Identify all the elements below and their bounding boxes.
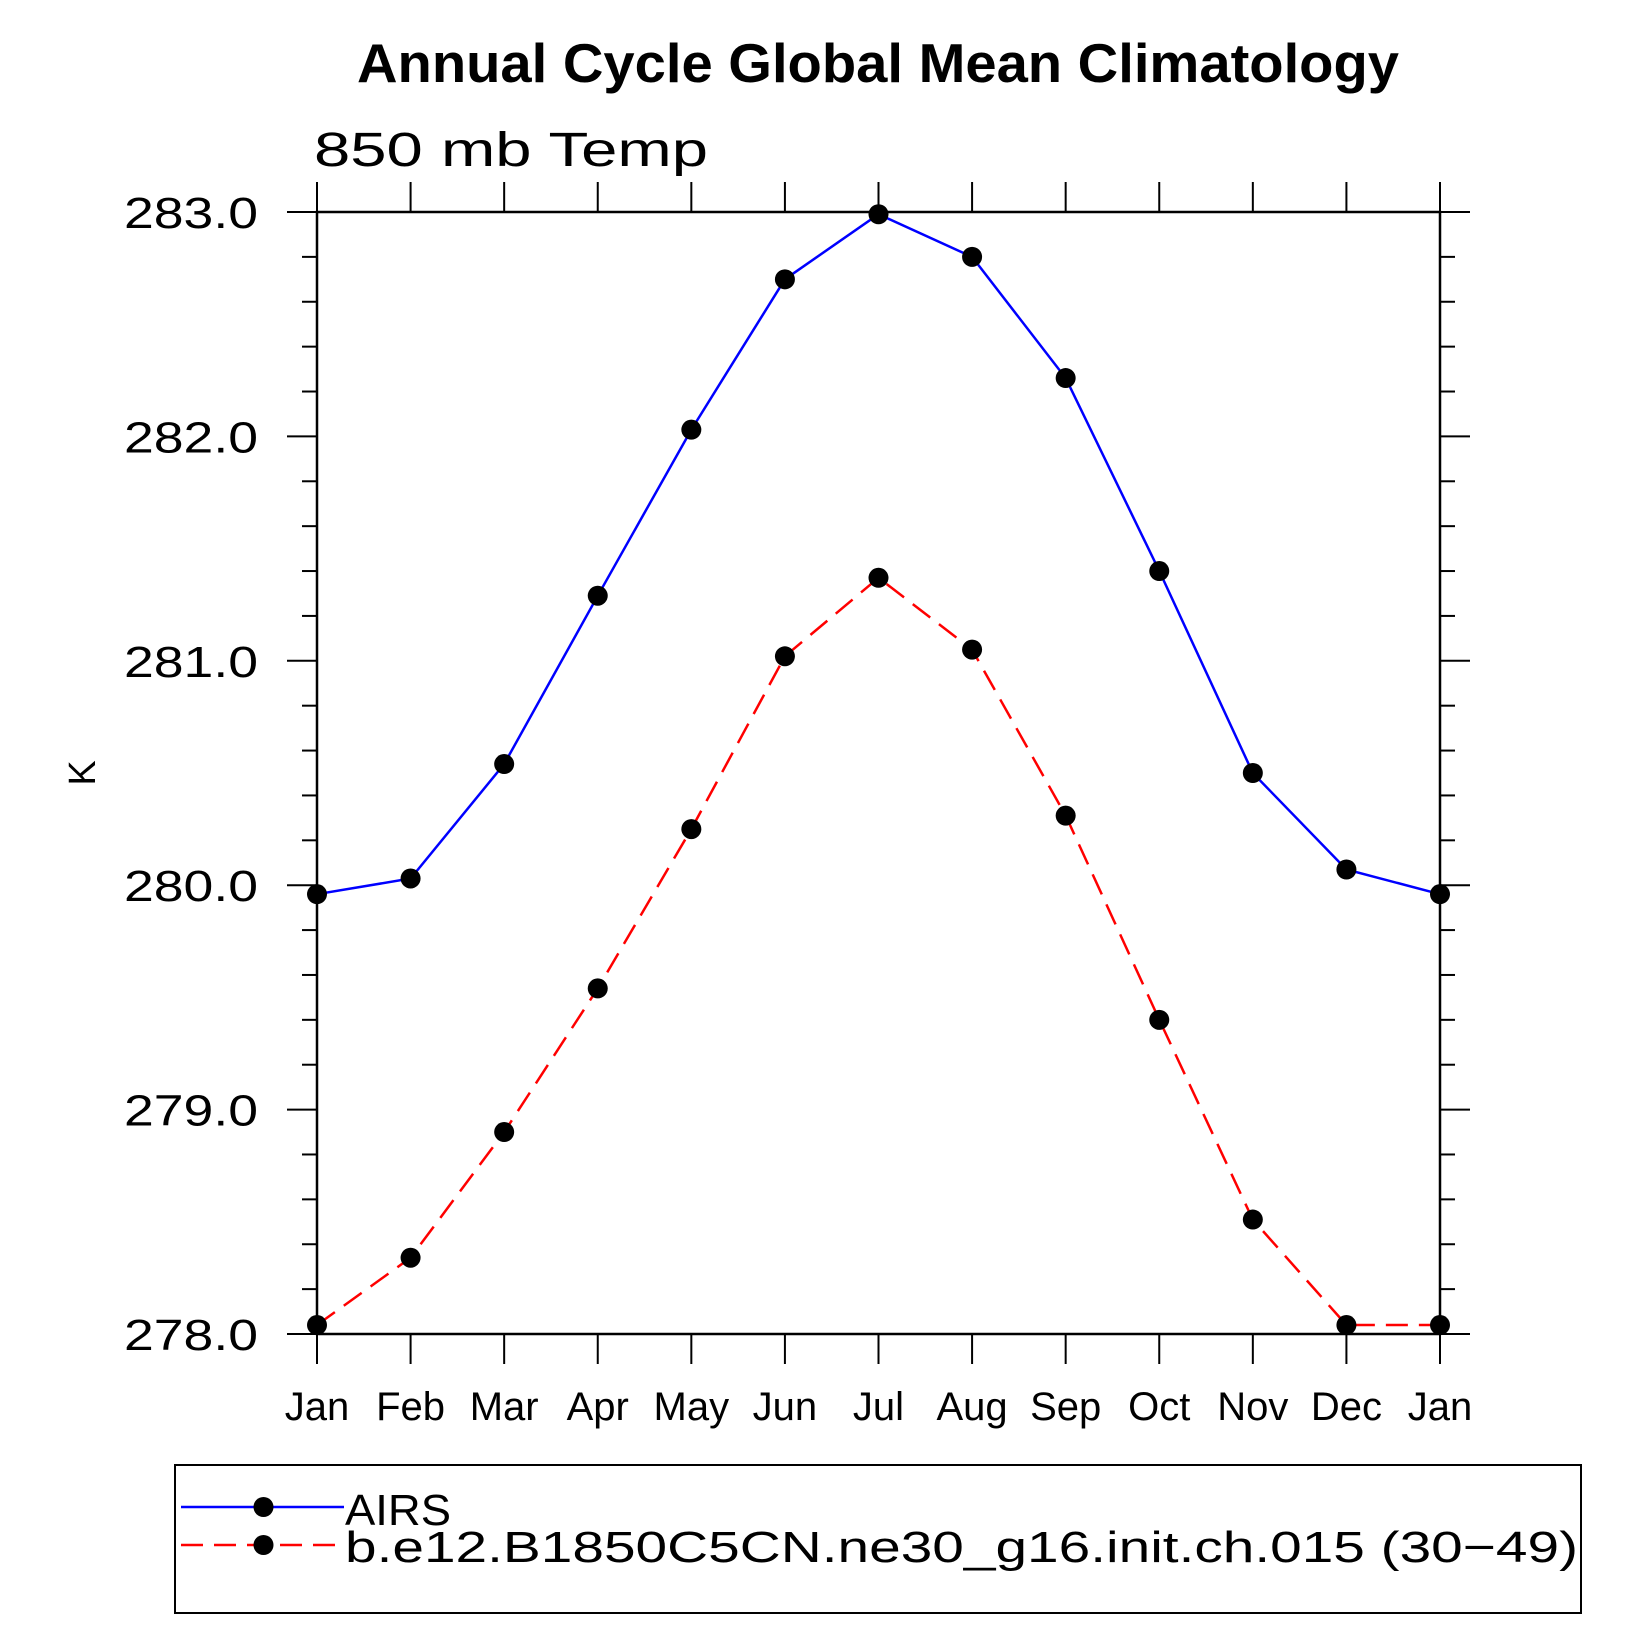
y-tick-label: 279.0 xyxy=(124,1087,258,1136)
data-point xyxy=(1242,1209,1263,1230)
x-tick-label: Feb xyxy=(376,1385,445,1429)
data-point xyxy=(962,639,983,660)
data-point xyxy=(1430,1315,1450,1336)
x-tick-label: Jun xyxy=(753,1385,818,1429)
data-point xyxy=(1149,1009,1170,1030)
x-tick-label: Jul xyxy=(853,1385,904,1429)
y-tick-label: 280.0 xyxy=(124,862,258,911)
data-point xyxy=(307,884,327,905)
data-point xyxy=(1430,884,1450,905)
data-point xyxy=(494,1122,515,1143)
axis-tick-labels: 278.0 279.0 280.0 281.0 282.0 283.0 Jan Feb Mar A… xyxy=(124,189,1472,1429)
y-axis-label: K xyxy=(62,760,104,785)
data-point xyxy=(681,819,702,840)
y-tick-label: 283.0 xyxy=(124,189,258,238)
data-point xyxy=(1242,763,1263,783)
data-point xyxy=(1336,1315,1357,1336)
x-tick-label: Oct xyxy=(1128,1385,1190,1429)
x-tick-label: Apr xyxy=(567,1385,629,1429)
x-tick-label: Mar xyxy=(470,1385,539,1429)
legend-marker-model xyxy=(253,1535,274,1555)
x-tick-label: Aug xyxy=(936,1385,1007,1429)
chart-subtitle: 850 mb Temp xyxy=(314,124,708,177)
data-point xyxy=(494,754,515,775)
x-tick-label: Sep xyxy=(1030,1385,1101,1429)
axis-ticks xyxy=(287,182,1470,1364)
series-group xyxy=(307,204,1450,1336)
data-point xyxy=(1149,561,1170,582)
data-point xyxy=(307,1315,327,1336)
legend-label-airs: AIRS xyxy=(345,1486,451,1535)
data-point xyxy=(868,567,889,588)
x-tick-label: Dec xyxy=(1311,1385,1382,1429)
data-point xyxy=(400,868,421,889)
x-tick-label: Jan xyxy=(285,1385,350,1429)
chart-title: Annual Cycle Global Mean Climatology xyxy=(357,32,1399,94)
data-point xyxy=(1055,368,1076,389)
y-tick-label: 278.0 xyxy=(124,1311,258,1360)
x-tick-label: Jan xyxy=(1408,1385,1473,1429)
data-point xyxy=(962,246,983,267)
legend: AIRS b.e12.B1850C5CN.ne30_g16.init.ch.01… xyxy=(174,1464,1582,1614)
data-point xyxy=(400,1247,421,1268)
legend-marker-airs xyxy=(253,1497,274,1517)
data-point xyxy=(681,419,702,440)
data-point xyxy=(868,204,889,225)
data-point xyxy=(1055,805,1076,826)
legend-box xyxy=(174,1464,1582,1614)
data-point xyxy=(587,978,608,999)
y-tick-label: 281.0 xyxy=(124,638,258,687)
legend-label-model: b.e12.B1850C5CN.ne30_g16.init.ch.015 (30… xyxy=(345,1523,1578,1572)
data-point xyxy=(1336,859,1357,880)
data-point xyxy=(774,646,795,667)
data-point xyxy=(587,585,608,606)
x-tick-label: May xyxy=(654,1385,730,1429)
data-point xyxy=(774,269,795,290)
x-tick-label: Nov xyxy=(1217,1385,1288,1429)
y-tick-label: 282.0 xyxy=(124,413,258,462)
